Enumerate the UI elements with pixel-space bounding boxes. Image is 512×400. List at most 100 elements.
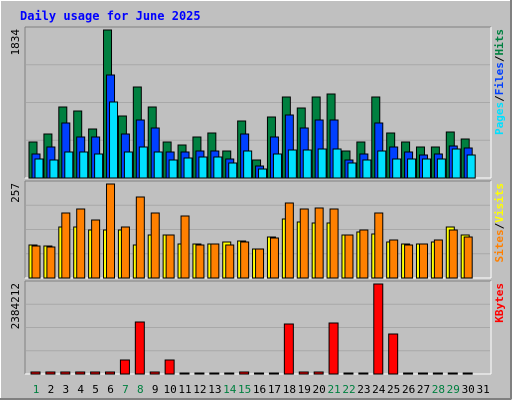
bar-sites-day-9 [150,212,160,279]
legend-pages: Pages [493,102,506,135]
bar-sites-day-2 [46,246,56,279]
legend: KBytes [493,283,506,323]
bar-kbytes-day-24 [373,283,384,375]
bar-sites-day-19 [299,208,309,279]
bar-kbytes-day-22 [343,372,354,375]
bar-sites-day-5 [91,219,101,279]
bar-kbytes-day-10 [164,359,175,375]
x-tick-label: 2 [48,383,55,396]
y-axis-max-label: 1834 [9,29,22,56]
bar-sites-day-21 [329,208,339,279]
bar-pages-day-12 [198,156,208,179]
bar-pages-day-17 [272,153,282,179]
bar-kbytes-day-21 [328,322,339,375]
bar-kbytes-day-9 [149,371,160,375]
chart-title: Daily usage for June 2025 [20,9,201,23]
bar-sites-day-8 [135,196,145,279]
bar-pages-day-29 [451,148,461,179]
bar-kbytes-day-11 [179,372,190,375]
x-tick-label: 12 [193,383,206,396]
bar-pages-day-21 [332,148,342,179]
bar-kbytes-day-2 [45,371,56,375]
bar-kbytes-day-18 [283,323,294,375]
x-tick-label: 10 [164,383,177,396]
bar-sites-day-13 [210,243,220,279]
bar-pages-day-16 [258,168,268,179]
legend-hits: Hits [493,29,506,56]
bar-kbytes-day-4 [75,371,86,375]
bar-pages-day-11 [183,157,193,179]
bar-kbytes-day-7 [119,359,130,375]
bar-sites-day-29 [448,229,458,279]
bar-sites-day-26 [404,244,414,279]
bar-sites-day-10 [165,234,175,279]
bar-pages-day-10 [168,159,178,179]
x-tick-label: 19 [298,383,311,396]
x-tick-label: 18 [283,383,296,396]
bar-sites-day-4 [76,208,86,279]
bar-pages-day-3 [64,151,74,179]
bar-sites-day-18 [284,202,294,279]
legend-sites: Sites [493,229,506,262]
bar-sites-day-15 [240,241,250,279]
x-tick-label: 9 [152,383,159,396]
x-tick-label: 23 [357,383,370,396]
bar-pages-day-5 [94,153,104,179]
legend-separator: / [493,222,506,229]
bar-kbytes-day-28 [432,372,443,375]
bar-sites-day-7 [120,226,130,279]
bar-kbytes-day-19 [298,371,309,375]
bar-sites-day-23 [359,229,369,279]
bar-kbytes-day-30 [462,372,473,375]
bar-sites-day-6 [106,183,116,279]
bar-kbytes-day-15 [239,371,250,375]
bar-pages-day-20 [317,148,327,179]
bar-pages-day-27 [421,158,431,179]
bar-pages-day-22 [347,162,357,179]
bar-sites-day-14 [225,244,235,279]
y-axis-max-label: 257 [9,183,22,203]
bar-kbytes-day-8 [134,321,145,375]
bar-sites-day-1 [31,245,41,279]
bar-kbytes-day-3 [60,371,71,375]
x-tick-label: 14 [223,383,237,396]
bar-pages-day-18 [287,149,297,179]
x-tick-label: 16 [253,383,266,396]
legend-kbytes: KBytes [493,283,506,323]
x-tick-label: 5 [92,383,99,396]
x-tick-label: 22 [342,383,355,396]
x-tick-label: 24 [372,383,386,396]
bar-pages-day-8 [138,146,148,179]
bar-kbytes-day-16 [254,372,265,375]
bar-pages-day-1 [34,158,44,179]
bar-pages-day-30 [466,154,476,179]
bar-sites-day-30 [463,236,473,279]
bar-pages-day-24 [377,150,387,179]
bar-pages-day-14 [228,162,238,179]
bar-kbytes-day-6 [105,371,116,375]
legend: Sites/Visits [493,183,506,263]
x-tick-label: 30 [462,383,475,396]
x-tick-label: 7 [122,383,129,396]
x-tick-label: 6 [107,383,114,396]
bar-sites-day-22 [344,234,354,279]
legend: Pages/Files/Hits [493,29,506,135]
bar-pages-day-6 [109,101,119,179]
x-tick-label: 8 [137,383,144,396]
x-tick-label: 11 [178,383,191,396]
legend-visits: Visits [493,183,506,223]
x-tick-label: 26 [402,383,415,396]
x-tick-label: 31 [476,383,489,396]
x-tick-label: 20 [313,383,326,396]
bar-sites-day-27 [418,243,428,279]
x-tick-label: 15 [238,383,251,396]
x-tick-label: 27 [417,383,430,396]
bar-sites-day-28 [433,239,443,279]
kbytes-panel: 2384212 KBytes [9,280,506,375]
x-tick-label: 29 [447,383,460,396]
bar-kbytes-day-25 [388,333,399,375]
bar-sites-day-20 [314,207,324,279]
bar-kbytes-day-20 [313,371,324,375]
bar-pages-day-28 [436,158,446,179]
